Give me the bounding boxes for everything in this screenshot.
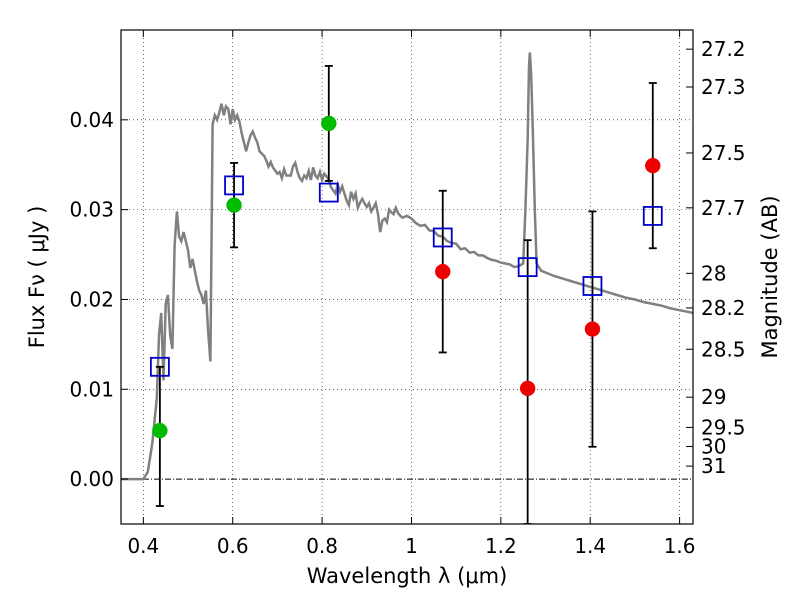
model-point [517, 257, 538, 278]
detection-point [321, 115, 337, 132]
x-tick-label: 0.8 [306, 534, 338, 558]
model-point [432, 227, 453, 248]
x-tick-label: 1.6 [664, 534, 696, 558]
observed-points [152, 115, 661, 439]
x-tick-label: 1.2 [485, 534, 517, 558]
model-points [149, 175, 663, 377]
axis-ticks [121, 30, 693, 524]
detection-point [152, 422, 168, 439]
magnitude-tick-label: 30 [701, 434, 726, 458]
grid-lines [121, 30, 693, 524]
model-point [149, 356, 170, 377]
x-tick-label: 1.4 [574, 534, 606, 558]
magnitude-tick-label: 27.3 [701, 75, 746, 99]
y-tick-label: 0.00 [69, 467, 114, 491]
plot-frame [120, 29, 694, 525]
model-point [582, 276, 603, 296]
upper-limit-point [584, 321, 601, 337]
y-tick-label: 0.02 [69, 287, 114, 311]
x-tick-label: 1 [405, 534, 418, 558]
y-tick-labels: 0.00 0.01 0.02 0.03 0.04 [69, 108, 114, 491]
magnitude-tick-label: 28.2 [701, 296, 746, 320]
y-tick-label: 0.04 [69, 108, 114, 132]
magnitude-tick-label: 27.5 [701, 141, 746, 165]
model-point [642, 206, 663, 226]
y2-axis-label: Magnitude (AB) [758, 195, 782, 358]
x-tick-labels: 0.4 0.6 0.8 1 1.2 1.4 1.6 [127, 534, 695, 558]
x-tick-label: 0.6 [217, 534, 249, 558]
magnitude-tick-label: 27.7 [701, 196, 746, 220]
magnitude-tick-label: 29 [701, 385, 726, 409]
magnitude-tick-label: 31 [701, 454, 726, 478]
model-point [224, 175, 244, 196]
x-tick-label: 0.4 [127, 534, 159, 558]
y-tick-label: 0.01 [69, 377, 114, 401]
upper-limit-point [645, 157, 661, 174]
y-tick-label: 0.03 [69, 198, 114, 222]
upper-limit-point [519, 380, 536, 397]
magnitude-tick-label: 28 [701, 261, 726, 285]
detection-point [226, 197, 242, 213]
model-point [318, 182, 339, 203]
x-axis-label: Wavelength λ (μm) [307, 564, 508, 588]
magnitude-tick-label: 27.2 [701, 37, 746, 61]
magnitude-tick-label: 29.5 [701, 415, 746, 439]
upper-limit-point [435, 263, 451, 280]
y-axis-label: Flux Fν ( μJy ) [25, 206, 49, 349]
magnitude-tick-label: 28.5 [701, 337, 746, 361]
